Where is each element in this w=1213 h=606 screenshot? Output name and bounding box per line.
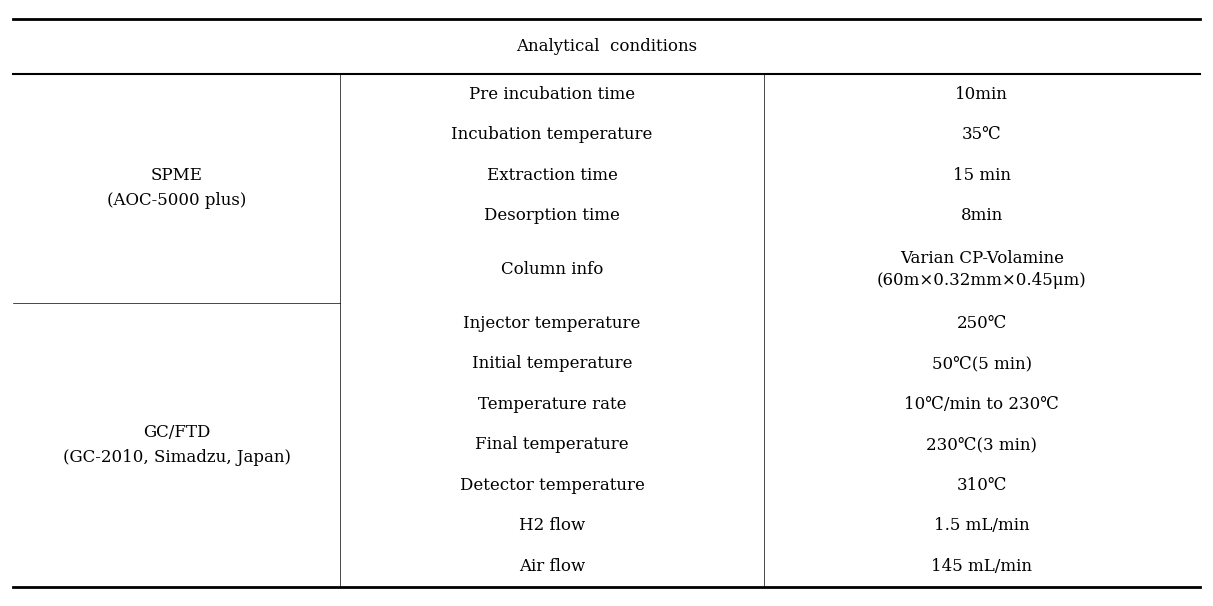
Text: 10℃/min to 230℃: 10℃/min to 230℃ [904, 396, 1059, 413]
Text: Analytical  conditions: Analytical conditions [516, 38, 697, 55]
Text: Final temperature: Final temperature [475, 436, 628, 453]
Text: H2 flow: H2 flow [519, 517, 585, 534]
Text: 145 mL/min: 145 mL/min [932, 558, 1032, 574]
Text: SPME
(AOC-5000 plus): SPME (AOC-5000 plus) [107, 167, 246, 209]
Text: 230℃(3 min): 230℃(3 min) [927, 436, 1037, 453]
Text: GC/FTD
(GC-2010, Simadzu, Japan): GC/FTD (GC-2010, Simadzu, Japan) [63, 424, 291, 465]
Text: 10min: 10min [955, 85, 1008, 102]
Text: 8min: 8min [961, 207, 1003, 224]
Text: 50℃(5 min): 50℃(5 min) [932, 355, 1032, 372]
Text: Pre incubation time: Pre incubation time [469, 85, 636, 102]
Text: Initial temperature: Initial temperature [472, 355, 632, 372]
Text: Incubation temperature: Incubation temperature [451, 126, 653, 143]
Text: 1.5 mL/min: 1.5 mL/min [934, 517, 1030, 534]
Text: 250℃: 250℃ [957, 315, 1007, 331]
Text: Temperature rate: Temperature rate [478, 396, 626, 413]
Text: Desorption time: Desorption time [484, 207, 620, 224]
Text: Column info: Column info [501, 261, 603, 278]
Text: 35℃: 35℃ [962, 126, 1002, 143]
Text: Injector temperature: Injector temperature [463, 315, 640, 331]
Text: Air flow: Air flow [519, 558, 585, 574]
Text: Extraction time: Extraction time [486, 167, 617, 184]
Text: 310℃: 310℃ [956, 477, 1007, 494]
Text: Varian CP-Volamine
(60m×0.32mm×0.45μm): Varian CP-Volamine (60m×0.32mm×0.45μm) [877, 250, 1087, 289]
Text: Detector temperature: Detector temperature [460, 477, 644, 494]
Text: 15 min: 15 min [952, 167, 1010, 184]
